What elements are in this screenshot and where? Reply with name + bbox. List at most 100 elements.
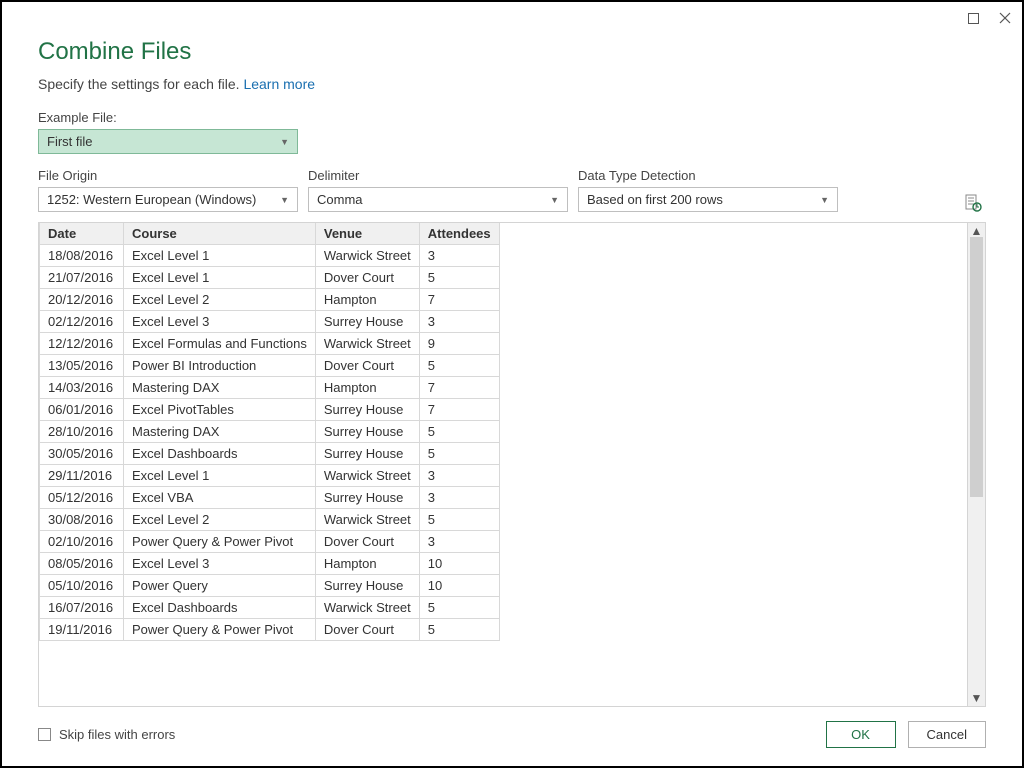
- table-row[interactable]: 16/07/2016Excel DashboardsWarwick Street…: [40, 597, 500, 619]
- data-type-section: Data Type Detection Based on first 200 r…: [578, 168, 838, 212]
- table-row[interactable]: 12/12/2016Excel Formulas and FunctionsWa…: [40, 333, 500, 355]
- refresh-preview-icon[interactable]: [964, 194, 982, 212]
- table-row[interactable]: 05/12/2016Excel VBASurrey House3: [40, 487, 500, 509]
- table-cell: 02/10/2016: [40, 531, 124, 553]
- table-cell: 28/10/2016: [40, 421, 124, 443]
- table-cell: 06/01/2016: [40, 399, 124, 421]
- table-cell: Mastering DAX: [124, 421, 316, 443]
- table-cell: 02/12/2016: [40, 311, 124, 333]
- table-row[interactable]: 30/05/2016Excel DashboardsSurrey House5: [40, 443, 500, 465]
- table-cell: 16/07/2016: [40, 597, 124, 619]
- delimiter-section: Delimiter Comma ▼: [308, 168, 568, 212]
- table-cell: Surrey House: [315, 421, 419, 443]
- table-cell: 29/11/2016: [40, 465, 124, 487]
- table-row[interactable]: 08/05/2016Excel Level 3Hampton10: [40, 553, 500, 575]
- dialog-footer: Skip files with errors OK Cancel: [2, 707, 1022, 766]
- table-row[interactable]: 20/12/2016Excel Level 2Hampton7: [40, 289, 500, 311]
- example-file-section: Example File: First file ▼: [38, 110, 986, 154]
- table-cell: Surrey House: [315, 575, 419, 597]
- table-row[interactable]: 05/10/2016Power QuerySurrey House10: [40, 575, 500, 597]
- table-cell: Surrey House: [315, 311, 419, 333]
- column-header[interactable]: Venue: [315, 223, 419, 245]
- table-row[interactable]: 19/11/2016Power Query & Power PivotDover…: [40, 619, 500, 641]
- data-type-dropdown[interactable]: Based on first 200 rows ▼: [578, 187, 838, 212]
- table-cell: 05/10/2016: [40, 575, 124, 597]
- scroll-up-icon[interactable]: ▲: [971, 225, 983, 237]
- table-cell: 05/12/2016: [40, 487, 124, 509]
- table-cell: 18/08/2016: [40, 245, 124, 267]
- file-origin-label: File Origin: [38, 168, 298, 183]
- table-row[interactable]: 28/10/2016Mastering DAXSurrey House5: [40, 421, 500, 443]
- close-icon[interactable]: [998, 11, 1012, 25]
- table-cell: 10: [419, 575, 499, 597]
- skip-errors-checkbox[interactable]: [38, 728, 51, 741]
- table-cell: Mastering DAX: [124, 377, 316, 399]
- table-row[interactable]: 02/12/2016Excel Level 3Surrey House3: [40, 311, 500, 333]
- table-cell: Excel Level 1: [124, 465, 316, 487]
- table-cell: 5: [419, 509, 499, 531]
- dialog-buttons: OK Cancel: [826, 721, 986, 748]
- column-header[interactable]: Attendees: [419, 223, 499, 245]
- table-cell: 3: [419, 465, 499, 487]
- table-cell: Warwick Street: [315, 333, 419, 355]
- table-cell: Power BI Introduction: [124, 355, 316, 377]
- table-cell: Excel Level 3: [124, 311, 316, 333]
- preview-table-scroll[interactable]: DateCourseVenueAttendees 18/08/2016Excel…: [39, 223, 967, 706]
- chevron-down-icon: ▼: [820, 195, 829, 205]
- table-row[interactable]: 06/01/2016Excel PivotTablesSurrey House7: [40, 399, 500, 421]
- table-cell: Dover Court: [315, 531, 419, 553]
- table-cell: Power Query & Power Pivot: [124, 619, 316, 641]
- table-cell: 30/05/2016: [40, 443, 124, 465]
- table-cell: Surrey House: [315, 443, 419, 465]
- table-cell: 13/05/2016: [40, 355, 124, 377]
- maximize-icon[interactable]: [966, 11, 980, 25]
- table-cell: Surrey House: [315, 399, 419, 421]
- table-cell: 7: [419, 289, 499, 311]
- dialog-title: Combine Files: [38, 38, 986, 66]
- column-header[interactable]: Date: [40, 223, 124, 245]
- table-cell: 19/11/2016: [40, 619, 124, 641]
- table-cell: Warwick Street: [315, 509, 419, 531]
- table-cell: 7: [419, 399, 499, 421]
- table-cell: 30/08/2016: [40, 509, 124, 531]
- table-cell: Excel Level 3: [124, 553, 316, 575]
- table-row[interactable]: 18/08/2016Excel Level 1Warwick Street3: [40, 245, 500, 267]
- scroll-down-icon[interactable]: ▼: [971, 692, 983, 704]
- table-cell: Power Query & Power Pivot: [124, 531, 316, 553]
- example-file-value: First file: [47, 134, 93, 149]
- scrollbar-thumb[interactable]: [970, 237, 983, 497]
- example-file-dropdown[interactable]: First file ▼: [38, 129, 298, 154]
- table-row[interactable]: 14/03/2016Mastering DAXHampton7: [40, 377, 500, 399]
- cancel-button[interactable]: Cancel: [908, 721, 986, 748]
- delimiter-label: Delimiter: [308, 168, 568, 183]
- table-cell: Excel Level 2: [124, 509, 316, 531]
- delimiter-dropdown[interactable]: Comma ▼: [308, 187, 568, 212]
- file-origin-section: File Origin 1252: Western European (Wind…: [38, 168, 298, 212]
- learn-more-link[interactable]: Learn more: [243, 76, 315, 92]
- table-cell: Excel Level 1: [124, 267, 316, 289]
- table-row[interactable]: 13/05/2016Power BI IntroductionDover Cou…: [40, 355, 500, 377]
- settings-row: File Origin 1252: Western European (Wind…: [38, 168, 986, 212]
- table-row[interactable]: 02/10/2016Power Query & Power PivotDover…: [40, 531, 500, 553]
- table-cell: Hampton: [315, 553, 419, 575]
- vertical-scrollbar[interactable]: ▲ ▼: [967, 223, 985, 706]
- table-cell: 9: [419, 333, 499, 355]
- table-row[interactable]: 29/11/2016Excel Level 1Warwick Street3: [40, 465, 500, 487]
- table-cell: Dover Court: [315, 619, 419, 641]
- table-cell: Excel Dashboards: [124, 443, 316, 465]
- table-row[interactable]: 21/07/2016Excel Level 1Dover Court5: [40, 267, 500, 289]
- delimiter-value: Comma: [317, 192, 363, 207]
- table-row[interactable]: 30/08/2016Excel Level 2Warwick Street5: [40, 509, 500, 531]
- column-header[interactable]: Course: [124, 223, 316, 245]
- chevron-down-icon: ▼: [280, 195, 289, 205]
- data-type-label: Data Type Detection: [578, 168, 838, 183]
- ok-button[interactable]: OK: [826, 721, 896, 748]
- table-cell: 3: [419, 311, 499, 333]
- skip-errors-row[interactable]: Skip files with errors: [38, 727, 175, 742]
- table-cell: Excel Level 1: [124, 245, 316, 267]
- table-cell: Warwick Street: [315, 245, 419, 267]
- scrollbar-track[interactable]: [968, 237, 985, 692]
- table-cell: Excel Formulas and Functions: [124, 333, 316, 355]
- dialog-content: Combine Files Specify the settings for e…: [2, 30, 1022, 707]
- file-origin-dropdown[interactable]: 1252: Western European (Windows) ▼: [38, 187, 298, 212]
